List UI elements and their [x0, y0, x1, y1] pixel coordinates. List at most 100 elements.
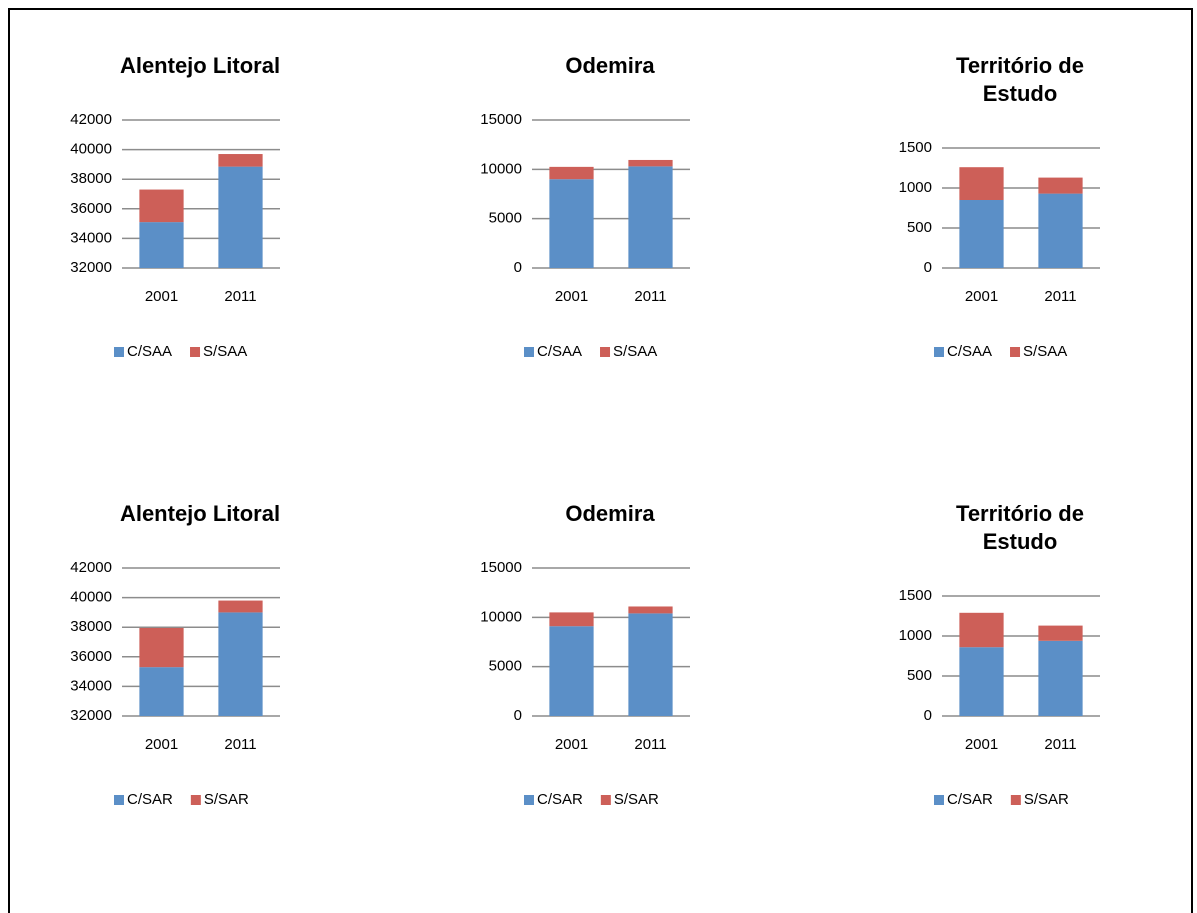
y-tick-label: 5000: [489, 210, 522, 227]
bar-segment: [218, 612, 263, 716]
x-tick-label: 2011: [224, 736, 256, 753]
legend-label: S/SAR: [1024, 791, 1069, 808]
bar-segment: [139, 222, 184, 268]
y-tick-label: 500: [907, 219, 932, 236]
x-tick-label: 2011: [1044, 288, 1076, 305]
bar-segment: [628, 613, 673, 716]
bar-segment: [959, 647, 1004, 716]
legend-label: C/SAR: [537, 791, 583, 808]
y-tick-label: 1000: [899, 179, 932, 196]
bar-segment: [218, 154, 263, 167]
chart-title: Alentejo Litoral: [119, 501, 281, 526]
bar-segment: [1038, 193, 1083, 268]
chart-title: Território de Estudo: [956, 53, 1084, 106]
legend-label: S/SAA: [203, 343, 247, 360]
legend-swatch: [114, 347, 124, 357]
bar-segment: [628, 606, 673, 614]
chart-title: Odemira: [565, 501, 655, 526]
legend-label: C/SAA: [537, 343, 582, 360]
bar-segment: [218, 166, 263, 268]
legend-swatch: [600, 795, 611, 805]
legend-label: S/SAR: [204, 791, 249, 808]
y-tick-label: 42000: [70, 111, 112, 128]
legend-swatch: [600, 347, 611, 357]
y-tick-label: 5000: [489, 658, 522, 675]
y-tick-label: 10000: [480, 160, 522, 177]
y-tick-label: 32000: [70, 259, 112, 276]
y-tick-label: 34000: [70, 229, 112, 246]
chart-title: Odemira: [565, 53, 655, 78]
y-tick-label: 10000: [480, 608, 522, 625]
bar-segment: [1038, 640, 1083, 716]
y-tick-label: 1500: [899, 587, 932, 604]
y-tick-label: 34000: [70, 677, 112, 694]
legend-label: C/SAA: [127, 343, 172, 360]
y-tick-label: 0: [924, 707, 932, 724]
legend-label: S/SAA: [1023, 343, 1067, 360]
legend-swatch: [934, 347, 944, 357]
y-tick-label: 32000: [70, 707, 112, 724]
y-tick-label: 0: [514, 707, 522, 724]
legend-label: C/SAR: [947, 791, 993, 808]
bar-segment: [549, 179, 594, 268]
y-tick-label: 1000: [899, 627, 932, 644]
legend-label: C/SAR: [127, 791, 173, 808]
bar-segment: [549, 166, 594, 180]
y-tick-label: 0: [924, 259, 932, 276]
y-tick-label: 15000: [480, 111, 522, 128]
chart: 32000 34000 36000 38000 40000 42000 2001 2011 C/…: [70, 559, 280, 808]
x-tick-label: 2001: [555, 736, 588, 753]
chart-panel: 32000 34000 36000 38000 40000 42000 2001 2011 C/…: [30, 500, 350, 830]
bar-segment: [218, 600, 263, 613]
legend-swatch: [1010, 347, 1021, 357]
x-tick-label: 2011: [1044, 736, 1076, 753]
legend-swatch: [1010, 795, 1021, 805]
bar-segment: [549, 612, 594, 627]
y-tick-label: 15000: [480, 559, 522, 576]
x-tick-label: 2011: [634, 736, 666, 753]
bar-segment: [139, 189, 184, 223]
bar-segment: [1038, 177, 1083, 194]
legend-swatch: [114, 795, 124, 805]
frame: [8, 8, 1193, 913]
y-tick-label: 38000: [70, 618, 112, 635]
chart: 0 500 1000 1500 2001 2011 C/SAR S/SAR: [899, 587, 1100, 808]
y-tick-label: 36000: [70, 648, 112, 665]
legend-label: C/SAA: [947, 343, 992, 360]
legend-swatch: [190, 795, 201, 805]
bar-segment: [959, 612, 1004, 648]
chart-title: Território de Estudo: [956, 501, 1084, 554]
legend-label: S/SAA: [613, 343, 657, 360]
chart-panel: 0 500 1000 1500 2001 2011 C/SAA S/SAA Território…: [850, 52, 1170, 382]
y-tick-label: 42000: [70, 559, 112, 576]
chart: 0 500 1000 1500 2001 2011 C/SAA S/SAA: [899, 139, 1100, 360]
y-tick-label: 40000: [70, 589, 112, 606]
y-tick-label: 0: [514, 259, 522, 276]
legend-swatch: [524, 347, 534, 357]
chart-panel: 0 5000 10000 15000 2001 2011 C/SAR S/SAR Odemira: [440, 500, 760, 830]
bar-segment: [628, 166, 673, 268]
legend-label: S/SAR: [614, 791, 659, 808]
legend-swatch: [190, 347, 201, 357]
bar-segment: [959, 200, 1004, 268]
x-tick-label: 2001: [965, 736, 998, 753]
chart: 32000 34000 36000 38000 40000 42000 2001 2011 C/…: [70, 111, 280, 360]
legend-swatch: [934, 795, 944, 805]
legend-swatch: [524, 795, 534, 805]
bar-segment: [139, 627, 184, 668]
x-tick-label: 2011: [224, 288, 256, 305]
chart: 0 5000 10000 15000 2001 2011 C/SAR S/SAR: [480, 559, 690, 808]
x-tick-label: 2001: [145, 288, 178, 305]
bar-segment: [139, 667, 184, 716]
x-tick-label: 2001: [965, 288, 998, 305]
x-tick-label: 2001: [145, 736, 178, 753]
bar-segment: [549, 626, 594, 716]
chart-title: Alentejo Litoral: [119, 53, 281, 78]
y-tick-label: 36000: [70, 200, 112, 217]
chart-panel: 0 500 1000 1500 2001 2011 C/SAR S/SAR Território…: [850, 500, 1170, 830]
y-tick-label: 40000: [70, 141, 112, 158]
chart: 0 5000 10000 15000 2001 2011 C/SAA S/SAA: [480, 111, 690, 360]
y-tick-label: 1500: [899, 139, 932, 156]
bar-segment: [959, 167, 1004, 200]
